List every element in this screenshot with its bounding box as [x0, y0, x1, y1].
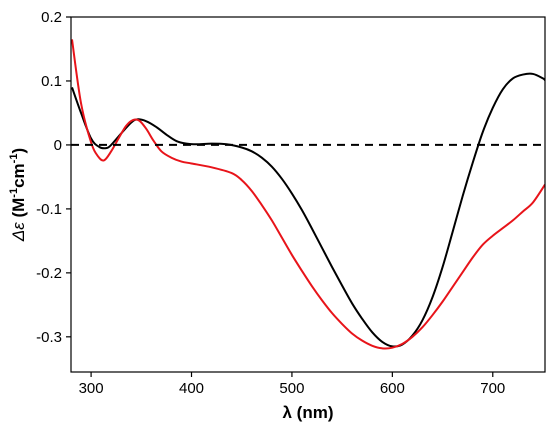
x-tick-label: 600 [380, 380, 405, 397]
y-tick-label: -0.3 [36, 329, 62, 346]
x-axis: 300 400 500 600 700 [79, 372, 505, 397]
x-tick-label: 500 [279, 380, 304, 397]
series-layer [71, 39, 545, 350]
y-tick-label: 0 [54, 137, 62, 154]
series-line-2 [71, 39, 545, 350]
y-tick-label: -0.2 [36, 265, 62, 282]
x-axis-title: λ (nm) [283, 403, 334, 422]
x-tick-label: 400 [179, 380, 204, 397]
x-tick-label: 700 [480, 380, 505, 397]
y-axis-units-mid: cm [9, 163, 28, 188]
y-tick-label: 0.1 [41, 73, 62, 90]
y-tick-label: -0.1 [36, 201, 62, 218]
y-axis-units-sup1: -1 [8, 188, 20, 198]
y-axis-title: Δε (M-1cm-1) [8, 148, 28, 242]
x-tick-label: 300 [79, 380, 104, 397]
y-axis: 0.2 0.1 0 -0.1 -0.2 -0.3 [36, 9, 71, 346]
y-axis-units-open: (M [9, 198, 28, 223]
plot-frame [70, 16, 546, 373]
y-axis-symbol: Δε [9, 222, 28, 242]
y-axis-units-sup2: -1 [8, 154, 20, 164]
series-line-1 [71, 72, 545, 348]
y-axis-units-close: ) [9, 148, 28, 154]
y-tick-label: 0.2 [41, 9, 62, 26]
